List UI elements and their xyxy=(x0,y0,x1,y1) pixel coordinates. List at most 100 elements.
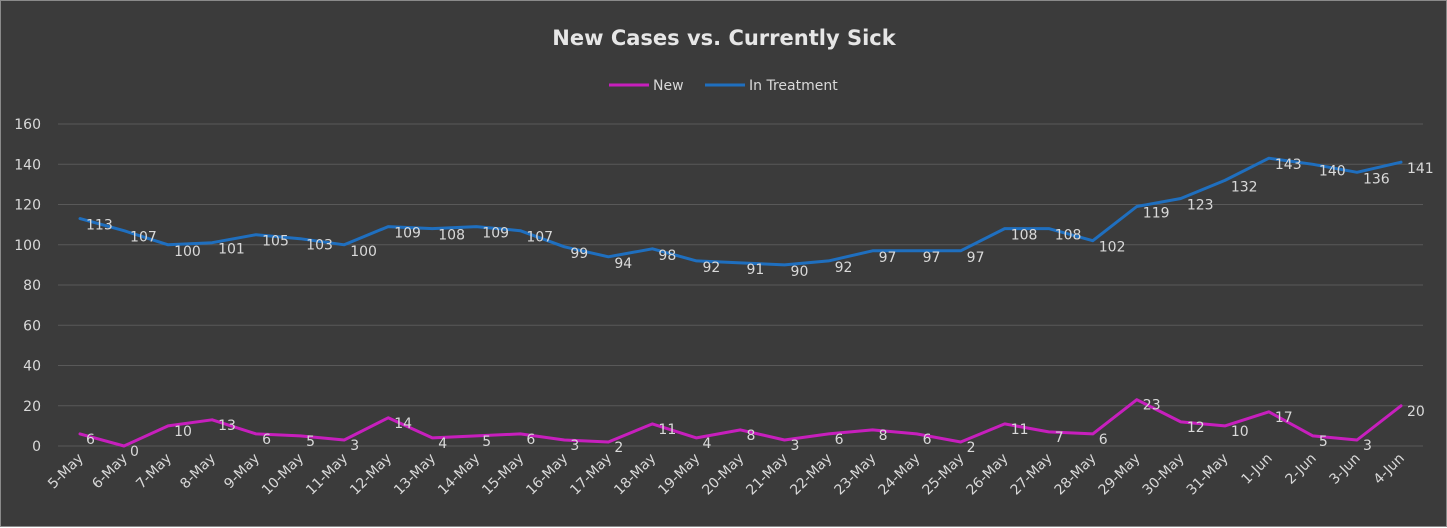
data-label-new: 5 xyxy=(306,434,315,450)
data-label-new: 4 xyxy=(438,436,447,452)
x-tick-label: 12-May xyxy=(347,451,395,499)
x-tick-label: 14-May xyxy=(435,451,483,499)
data-label-in-treatment: 102 xyxy=(1099,240,1126,256)
data-label-in-treatment: 109 xyxy=(394,226,421,242)
data-label-in-treatment: 103 xyxy=(306,238,333,254)
x-tick-label: 28-May xyxy=(1052,451,1100,499)
data-label-new: 11 xyxy=(658,422,676,438)
legend-label-new: New xyxy=(653,78,684,94)
data-label-new: 2 xyxy=(967,440,976,456)
data-label-new: 20 xyxy=(1407,404,1425,420)
x-axis-ticks: 5-May 6-May 7-May 8-May 9-May10-May11-May12-… xyxy=(45,451,1408,499)
x-tick-label: 13-May xyxy=(391,451,439,499)
data-label-in-treatment: 123 xyxy=(1187,197,1214,213)
x-tick-label: 3-Jun xyxy=(1327,451,1364,488)
data-label-in-treatment: 140 xyxy=(1319,163,1346,179)
data-label-new: 12 xyxy=(1187,420,1205,436)
data-label-new: 11 xyxy=(1011,422,1029,438)
data-label-new: 3 xyxy=(791,438,800,454)
data-label-in-treatment: 132 xyxy=(1231,179,1258,195)
x-tick-label: 15-May xyxy=(479,451,527,499)
x-tick-label: 22-May xyxy=(787,451,835,499)
x-tick-label: 17-May xyxy=(567,451,615,499)
legend-label-in-treatment: In Treatment xyxy=(749,78,838,94)
series-line-new xyxy=(78,398,1403,448)
data-label-new: 14 xyxy=(394,416,412,432)
data-label-in-treatment: 100 xyxy=(174,244,201,260)
series-line-in-treatment xyxy=(78,156,1403,267)
data-label-new: 3 xyxy=(1363,438,1372,454)
data-label-in-treatment: 97 xyxy=(879,250,897,266)
data-label-in-treatment: 92 xyxy=(835,260,853,276)
x-tick-label: 20-May xyxy=(699,451,747,499)
x-tick-label: 21-May xyxy=(743,451,791,499)
data-label-in-treatment: 107 xyxy=(130,230,157,246)
x-tick-label: 29-May xyxy=(1096,451,1144,499)
data-label-in-treatment: 108 xyxy=(1011,228,1038,244)
data-label-in-treatment: 97 xyxy=(923,250,941,266)
x-tick-label: 7-May xyxy=(133,451,175,493)
data-label-in-treatment: 143 xyxy=(1275,157,1302,173)
y-tick-label: 160 xyxy=(14,117,41,133)
data-label-in-treatment: 91 xyxy=(747,262,765,278)
x-tick-label: 8-May xyxy=(177,451,219,493)
data-label-new: 6 xyxy=(262,432,271,448)
data-label-new: 2 xyxy=(614,440,623,456)
data-label-new: 6 xyxy=(86,432,95,448)
x-tick-label: 24-May xyxy=(876,451,924,499)
data-label-in-treatment: 136 xyxy=(1363,171,1390,187)
x-tick-label: 18-May xyxy=(611,451,659,499)
data-label-new: 3 xyxy=(570,438,579,454)
series-lines xyxy=(78,156,1403,448)
data-label-new: 5 xyxy=(1319,434,1328,450)
data-label-in-treatment: 92 xyxy=(702,260,720,276)
data-label-new: 8 xyxy=(747,428,756,444)
y-tick-label: 80 xyxy=(23,278,41,294)
data-label-new: 8 xyxy=(879,428,888,444)
data-label-in-treatment: 141 xyxy=(1407,161,1434,177)
x-tick-label: 2-Jun xyxy=(1283,451,1320,488)
data-label-in-treatment: 99 xyxy=(570,246,588,262)
data-label-new: 10 xyxy=(1231,424,1249,440)
x-tick-label: 5-May xyxy=(45,451,87,493)
x-tick-label: 9-May xyxy=(221,451,263,493)
x-tick-label: 11-May xyxy=(303,451,351,499)
data-label-in-treatment: 98 xyxy=(658,248,676,264)
data-label-in-treatment: 90 xyxy=(791,264,809,280)
x-tick-label: 4-Jun xyxy=(1371,451,1408,488)
y-tick-label: 0 xyxy=(32,439,41,455)
y-tick-label: 60 xyxy=(23,318,41,334)
x-tick-label: 6-May xyxy=(89,451,131,493)
data-label-new: 5 xyxy=(482,434,491,450)
y-tick-label: 40 xyxy=(23,359,41,375)
data-label-in-treatment: 107 xyxy=(526,230,553,246)
x-tick-label: 19-May xyxy=(655,451,703,499)
data-label-in-treatment: 109 xyxy=(482,226,509,242)
x-tick-label: 27-May xyxy=(1008,451,1056,499)
data-label-in-treatment: 94 xyxy=(614,256,632,272)
data-label-in-treatment: 108 xyxy=(1055,228,1082,244)
data-label-in-treatment: 119 xyxy=(1143,206,1170,222)
data-label-in-treatment: 113 xyxy=(86,218,113,234)
data-label-in-treatment: 101 xyxy=(218,242,245,258)
y-tick-label: 140 xyxy=(14,157,41,173)
legend: New In Treatment xyxy=(609,78,838,94)
x-tick-label: 26-May xyxy=(964,451,1012,499)
x-tick-label: 23-May xyxy=(831,451,879,499)
data-label-new: 7 xyxy=(1055,430,1064,446)
chart-title: New Cases vs. Currently Sick xyxy=(552,26,896,50)
y-axis-ticks: 0 20 40 60 80 100 120 140 160 xyxy=(14,117,41,455)
data-label-new: 10 xyxy=(174,424,192,440)
data-label-new: 6 xyxy=(835,432,844,448)
data-label-new: 6 xyxy=(526,432,535,448)
data-label-new: 4 xyxy=(702,436,711,452)
x-tick-label: 1-Jun xyxy=(1239,451,1276,488)
data-label-in-treatment: 97 xyxy=(967,250,985,266)
y-tick-label: 20 xyxy=(23,399,41,415)
x-tick-label: 16-May xyxy=(523,451,571,499)
x-tick-label: 25-May xyxy=(920,451,968,499)
data-label-new: 6 xyxy=(923,432,932,448)
